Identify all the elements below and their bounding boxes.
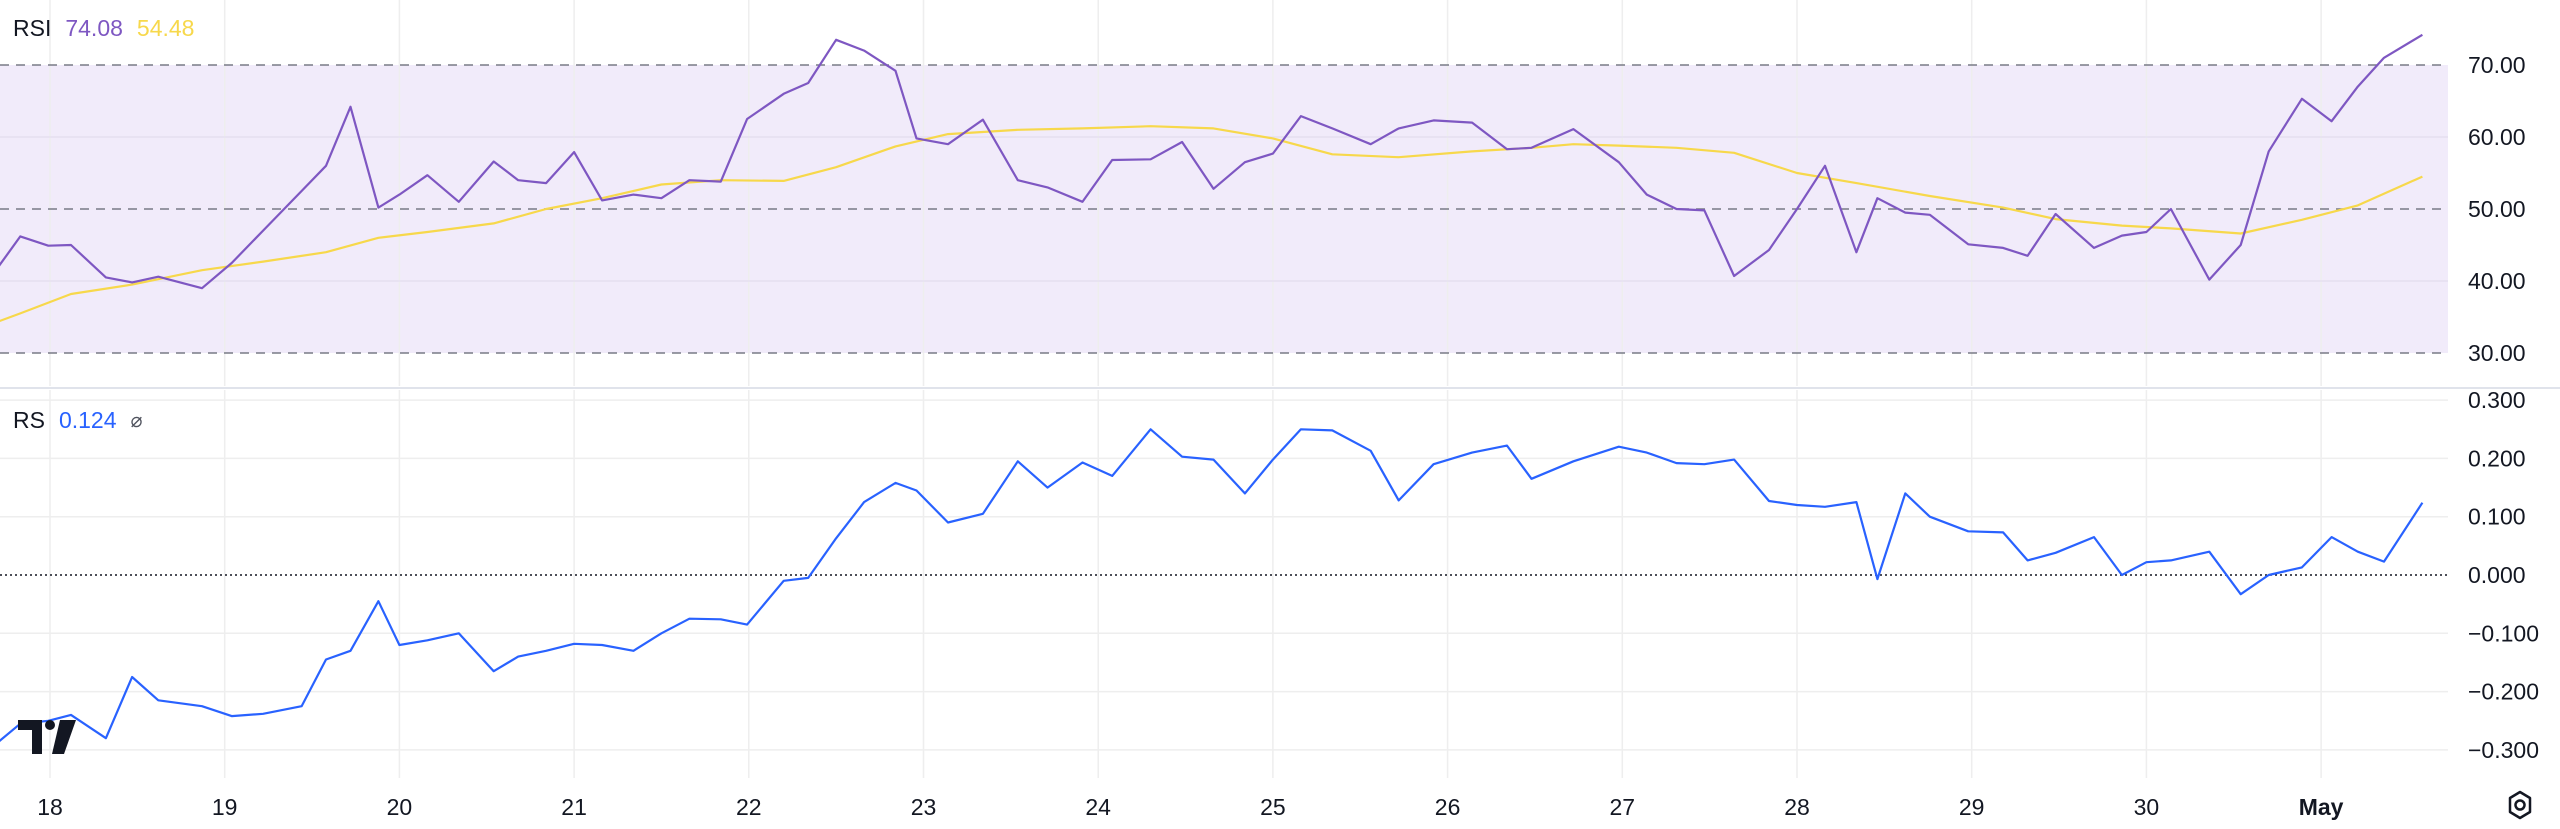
tradingview-logo-icon[interactable] xyxy=(18,720,80,759)
x-tick-label: 23 xyxy=(911,794,937,820)
rs-y-axis[interactable]: 0.300 0.200 0.100 0.000 −0.100 −0.200 −0.300 xyxy=(2468,387,2539,763)
y-tick-label: 0.000 xyxy=(2468,562,2526,588)
x-tick-label: 25 xyxy=(1260,794,1286,820)
x-tick-label: May xyxy=(2299,794,2344,820)
x-tick-label: 24 xyxy=(1085,794,1111,820)
y-tick-label: 0.100 xyxy=(2468,504,2526,530)
y-tick-label: −0.100 xyxy=(2468,620,2539,646)
y-tick-label: −0.200 xyxy=(2468,679,2539,705)
rs-legend[interactable]: RS 0.124 ⌀ xyxy=(13,407,143,434)
rsi-legend-name: RSI xyxy=(13,15,52,41)
rsi-series xyxy=(0,33,2423,323)
rsi-line xyxy=(0,33,2423,290)
rsi-pane[interactable]: 30.00 40.00 50.00 60.00 70.00 xyxy=(0,0,2526,386)
rs-grid xyxy=(0,390,2448,778)
y-tick-label: 30.00 xyxy=(2468,340,2526,366)
y-tick-label: 0.300 xyxy=(2468,387,2526,413)
rsi-y-axis[interactable]: 30.00 40.00 50.00 60.00 70.00 xyxy=(2468,52,2526,366)
x-tick-label: 27 xyxy=(1610,794,1636,820)
rs-pane[interactable]: 0.300 0.200 0.100 0.000 −0.100 −0.200 −0.300 xyxy=(0,387,2539,778)
rs-legend-name: RS xyxy=(13,407,45,433)
rsi-level-lines xyxy=(0,64,2448,354)
y-tick-label: 60.00 xyxy=(2468,124,2526,150)
x-tick-label: 19 xyxy=(212,794,238,820)
y-tick-label: 50.00 xyxy=(2468,196,2526,222)
x-tick-label: 29 xyxy=(1959,794,1985,820)
rsi-ma-legend-value: 54.48 xyxy=(136,15,195,41)
settings-gear-icon[interactable] xyxy=(2505,790,2535,825)
y-tick-label: 40.00 xyxy=(2468,268,2526,294)
eye-off-icon[interactable]: ⌀ xyxy=(130,410,143,432)
x-tick-label: 21 xyxy=(561,794,587,820)
rs-series xyxy=(0,428,2424,743)
x-tick-label: 28 xyxy=(1784,794,1810,820)
rsi-legend[interactable]: RSI 74.08 54.48 xyxy=(13,15,194,42)
y-tick-label: −0.300 xyxy=(2468,737,2539,763)
rs-legend-value: 0.124 xyxy=(58,407,117,433)
x-tick-label: 18 xyxy=(37,794,63,820)
rsi-ma-line xyxy=(0,125,2423,323)
y-tick-label: 70.00 xyxy=(2468,52,2526,78)
rs-line xyxy=(0,428,2424,743)
x-tick-label: 20 xyxy=(387,794,413,820)
x-tick-label: 30 xyxy=(2134,794,2160,820)
x-tick-label: 22 xyxy=(736,794,762,820)
time-axis[interactable]: 18 19 20 21 22 23 24 25 26 27 28 29 30 May xyxy=(37,794,2343,820)
y-tick-label: 0.200 xyxy=(2468,445,2526,471)
x-tick-label: 26 xyxy=(1435,794,1461,820)
rsi-legend-value: 74.08 xyxy=(65,15,123,41)
